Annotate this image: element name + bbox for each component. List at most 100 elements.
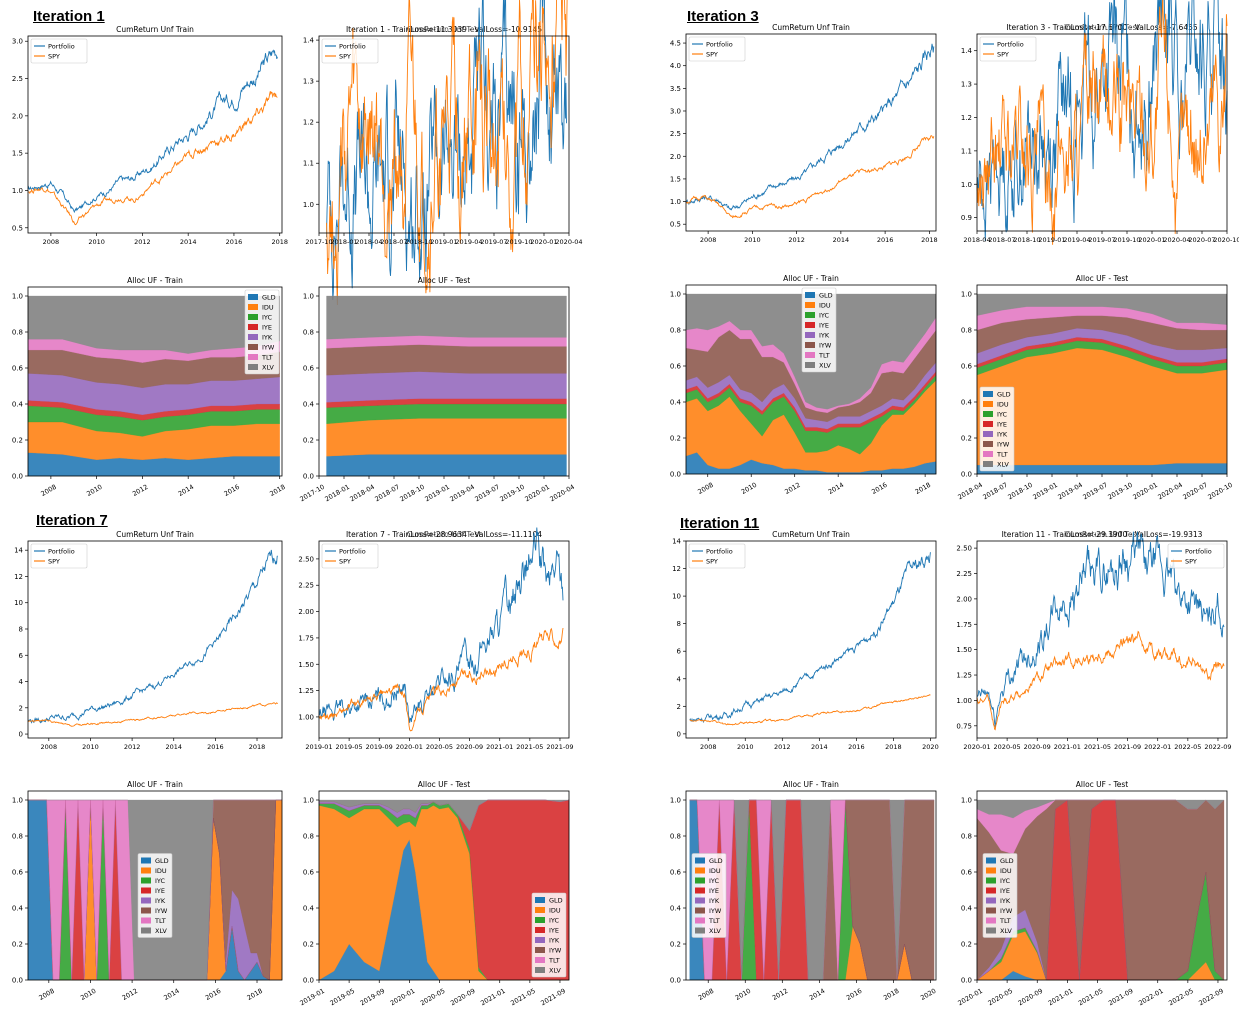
legend-label: XLV bbox=[549, 967, 561, 975]
x-tick-label: 2008 bbox=[40, 483, 58, 498]
chart-plot: Iteration 3 - TrainLoss=-17.6700 - ValLo… bbox=[961, 0, 1239, 245]
y-tick-label: 3.0 bbox=[670, 107, 681, 115]
x-tick-label: 2021-01 bbox=[486, 743, 513, 751]
legend-swatch bbox=[983, 441, 993, 447]
chart-svg: Alloc UF - Test 0.0 0.2 0.4 0.6 0.8 1.0 2020-01… bbox=[956, 780, 1228, 1008]
y-tick-label: 12 bbox=[14, 573, 23, 581]
x-tick-label: 2019-04 bbox=[448, 483, 476, 504]
legend-label: GLD bbox=[709, 857, 723, 865]
legend-label: XLV bbox=[262, 364, 274, 372]
y-tick-label: 0.0 bbox=[303, 473, 314, 481]
legend-box bbox=[321, 543, 379, 569]
legend-box bbox=[244, 289, 280, 375]
y-tick-label: 0.0 bbox=[670, 471, 681, 479]
legend-label: IYK bbox=[262, 334, 273, 342]
y-tick-label: 4 bbox=[677, 675, 682, 683]
legend-swatch bbox=[805, 332, 815, 338]
legend-swatch bbox=[695, 877, 705, 884]
y-tick-label: 0.2 bbox=[670, 435, 681, 443]
series-line-spy bbox=[976, 630, 1225, 731]
x-tick-label: 2018-10 bbox=[405, 238, 432, 246]
x-tick-label: 2019-07 bbox=[480, 238, 507, 246]
legend-swatch bbox=[535, 917, 545, 923]
chart-plot: Alloc UF - Test 0.0 0.2 0.4 0.6 0.8 1.0 2019-01… bbox=[298, 780, 570, 1008]
x-tick-label: 2010 bbox=[82, 743, 99, 751]
x-tick-label: 2016 bbox=[207, 743, 224, 751]
x-tick-label: 2020-01 bbox=[956, 987, 984, 1008]
legend-swatch bbox=[983, 461, 993, 467]
legend-swatch bbox=[983, 391, 993, 397]
y-tick-label: 0.2 bbox=[12, 941, 23, 949]
x-tick-label: 2019-07 bbox=[1081, 481, 1109, 502]
x-tick-label: 2020-05 bbox=[426, 743, 453, 751]
x-tick-label: 2019-10 bbox=[498, 483, 526, 504]
chart-title: CumReturn Unf Train bbox=[772, 23, 850, 32]
y-tick-label: 0.8 bbox=[12, 833, 23, 841]
x-tick-label: 2022-05 bbox=[1174, 743, 1201, 751]
legend: GLD IDU IYC IYE IYK IYW TLT XLV bbox=[801, 287, 837, 373]
legend-swatch bbox=[986, 887, 996, 894]
legend-swatch bbox=[535, 907, 545, 913]
legend-swatch bbox=[248, 324, 258, 330]
y-tick-label: 1.0 bbox=[961, 797, 972, 805]
y-tick-label: 0.2 bbox=[961, 435, 972, 443]
y-tick-label: 0.6 bbox=[12, 365, 24, 373]
x-tick-label: 2018-07 bbox=[988, 236, 1015, 244]
legend-label: TLT bbox=[261, 354, 273, 362]
legend-label: IYC bbox=[549, 917, 560, 925]
legend: Portfolio SPY bbox=[979, 36, 1037, 62]
legend-swatch bbox=[141, 927, 151, 934]
series-line-portfolio bbox=[689, 552, 931, 724]
area-iyw bbox=[326, 344, 567, 376]
legend-label: TLT bbox=[154, 917, 166, 925]
x-tick-label: 2020 bbox=[922, 743, 939, 751]
y-tick-label: 1.0 bbox=[12, 187, 23, 195]
series-line-spy bbox=[685, 135, 935, 219]
x-tick-label: 2014 bbox=[180, 238, 197, 246]
legend-swatch bbox=[248, 304, 258, 310]
legend-swatch bbox=[695, 887, 705, 894]
legend-label: GLD bbox=[997, 391, 1011, 399]
area-xlv bbox=[318, 799, 570, 831]
y-tick-label: 0.4 bbox=[670, 905, 682, 913]
y-tick-label: 1.2 bbox=[961, 114, 972, 122]
x-tick-label: 2020-04 bbox=[548, 483, 576, 504]
y-tick-label: 1.75 bbox=[956, 621, 972, 629]
chart-plot: Alloc UF - Test 0.0 0.2 0.4 0.6 0.8 1.0 2018-04… bbox=[956, 274, 1234, 501]
chart-overlay-title: CumReturn Unf Test bbox=[1065, 23, 1140, 32]
x-tick-label: 2016 bbox=[204, 987, 222, 1002]
y-tick-label: 2 bbox=[677, 703, 681, 711]
x-tick-label: 2020-01 bbox=[530, 238, 557, 246]
y-tick-label: 1.0 bbox=[670, 797, 681, 805]
x-tick-label: 2020-09 bbox=[456, 743, 483, 751]
legend-box bbox=[691, 853, 727, 938]
chart-title: CumReturn Unf Train bbox=[116, 530, 194, 539]
chart-svg: CumReturn Unf Train 0 2 4 6 8 10 12 14 2008 2010 20… bbox=[14, 530, 283, 751]
y-tick-label: 1.3 bbox=[961, 81, 972, 89]
x-tick-label: 2012 bbox=[124, 743, 141, 751]
plot-frame bbox=[685, 790, 937, 981]
y-tick-label: 12 bbox=[672, 565, 681, 573]
legend-label: XLV bbox=[819, 362, 831, 370]
legend-label: SPY bbox=[339, 53, 351, 61]
series-line-spy bbox=[326, 0, 568, 306]
y-tick-label: 1.00 bbox=[956, 697, 972, 705]
y-tick-label: 1.0 bbox=[961, 181, 972, 189]
legend-swatch bbox=[986, 897, 996, 904]
legend-swatch bbox=[986, 917, 996, 924]
x-tick-label: 2021-09 bbox=[539, 987, 567, 1008]
series-line-spy bbox=[976, 0, 1228, 245]
legend-swatch bbox=[983, 431, 993, 437]
legend-label: IDU bbox=[997, 401, 1009, 409]
x-tick-label: 2008 bbox=[43, 238, 60, 246]
legend-swatch bbox=[805, 302, 815, 308]
legend-label: IDU bbox=[709, 867, 721, 875]
x-tick-label: 2019-10 bbox=[505, 238, 532, 246]
chart-svg: Iteration 1 - TrainLoss=-11.3039 - ValLo… bbox=[303, 0, 583, 306]
legend-swatch bbox=[141, 917, 151, 924]
legend-label: IYW bbox=[997, 441, 1010, 449]
iteration-label: Iteration 3 bbox=[687, 8, 759, 25]
y-tick-label: 0.4 bbox=[303, 905, 315, 913]
chart-plot: Alloc UF - Train 0.0 0.2 0.4 0.6 0.8 1.0 2008 20… bbox=[670, 274, 937, 496]
legend-swatch bbox=[695, 897, 705, 904]
